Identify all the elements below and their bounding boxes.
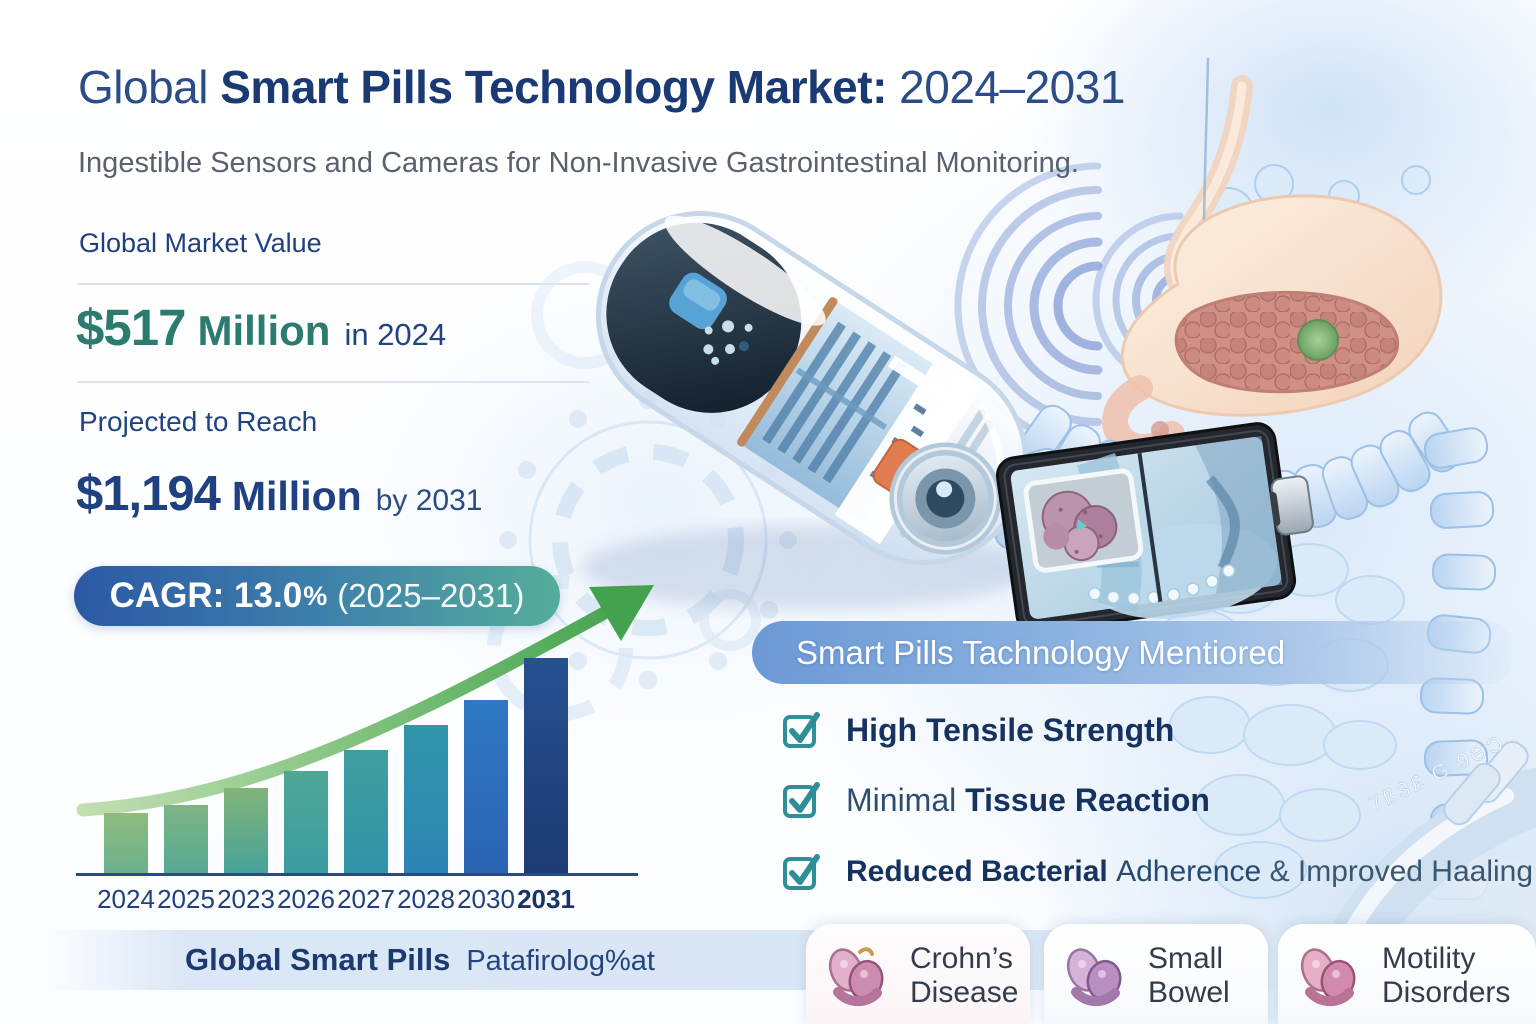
- cagr-value: CAGR: 13.0: [109, 576, 303, 615]
- page-title: Global Smart Pills Technology Market: 20…: [78, 60, 1125, 114]
- condition-card-label: Motility Disorders: [1382, 942, 1511, 1009]
- bar-2027: [344, 750, 388, 874]
- feature-text: & Improved Haaling: [1269, 855, 1534, 888]
- bar-2030: [464, 700, 508, 874]
- title-regular: Global: [78, 61, 221, 113]
- feature-item: Minimal Tissue Reaction: [780, 776, 1210, 824]
- title-bold: Smart Pills Technology Market:: [220, 61, 887, 113]
- divider: [77, 283, 589, 285]
- projection-period: by 2031: [375, 484, 483, 517]
- bar-chart: [76, 640, 686, 876]
- cagr-badge: CAGR: 13.0 % (2025–2031): [74, 566, 560, 626]
- bar-2025: [164, 805, 208, 874]
- features-banner: Smart Pills Tachnology Mentiored: [752, 621, 1512, 684]
- year-label: 2027: [337, 884, 395, 914]
- condition-card-label: Small Bowel: [1148, 942, 1230, 1009]
- year-label: 2025: [157, 884, 215, 914]
- footer-strip-bold: Global Smart Pills: [185, 942, 451, 977]
- year-label: 2030: [457, 884, 515, 914]
- market-value-label: Global Market Value: [79, 228, 322, 258]
- condition-card-crohns-disease: Crohn’s Disease: [806, 924, 1030, 1024]
- checkbox-icon: [783, 712, 820, 748]
- cagr-range: (2025–2031): [337, 577, 525, 614]
- projection-2031: $1,194 Million by 2031: [76, 466, 482, 522]
- tablet-illustration: [995, 422, 1314, 634]
- projection-amount: $1,194: [76, 467, 221, 521]
- year-label: 2024: [97, 884, 155, 914]
- chart-baseline: [76, 873, 638, 876]
- cagr-percent-sign: %: [303, 580, 328, 611]
- market-value-amount: $517: [76, 299, 186, 356]
- market-value-period: in 2024: [344, 317, 447, 352]
- feature-text: Adherence: [1116, 855, 1270, 888]
- checkbox-icon: [783, 782, 820, 818]
- tablet-inset-photo: [1023, 468, 1144, 573]
- year-label: 2028: [397, 884, 455, 914]
- capsule-illustration: [595, 211, 1029, 565]
- intestine-icon: [1300, 948, 1356, 1007]
- bar-2031: [524, 658, 568, 874]
- footer-strip-regular: Patafirolog%at: [466, 945, 655, 977]
- market-value-2024: $517 Million in 2024: [76, 298, 446, 357]
- divider: [77, 381, 589, 383]
- footer-strip-text: Global Smart Pills Patafirolog%at: [90, 930, 750, 990]
- feature-text: Reduced Bacterial: [846, 855, 1117, 888]
- feature-item: Reduced Bacterial Adherence & Improved H…: [780, 848, 1533, 896]
- projection-label: Projected to Reach: [79, 406, 318, 437]
- condition-card-label: Crohn’s Disease: [910, 942, 1019, 1009]
- feature-item: High Tensile Strength: [780, 706, 1174, 754]
- projection-unit: Million: [231, 473, 362, 519]
- condition-card-small-bowel: Small Bowel: [1044, 924, 1268, 1024]
- year-label: 2031: [517, 884, 575, 914]
- bar-2026: [284, 771, 328, 874]
- bar-chart-year-labels: 2024 2025 2023 2026 2027 2028 2030 2031: [76, 884, 706, 915]
- year-label: 2023: [217, 884, 275, 914]
- page-subtitle: Ingestible Sensors and Cameras for Non-I…: [78, 147, 1079, 179]
- bar-chart-bars: [76, 641, 568, 874]
- growth-arrow-icon: [76, 585, 654, 817]
- feature-text: Tissue Reaction: [965, 781, 1210, 818]
- bar-2028: [404, 725, 448, 874]
- checkbox-icon: [783, 854, 820, 890]
- market-value-unit: Million: [197, 307, 331, 354]
- condition-card-motility-disorders: Motility Disorders: [1278, 924, 1536, 1024]
- bar-2023: [224, 788, 268, 874]
- feature-text: High Tensile Strength: [846, 711, 1175, 748]
- year-label: 2026: [277, 884, 335, 914]
- polyp-icon: [1297, 319, 1339, 361]
- feature-text: Minimal: [846, 781, 966, 818]
- intestine-icon: [828, 947, 884, 1007]
- title-years: 2024–2031: [886, 61, 1125, 113]
- capsule-lens-icon: [889, 442, 1002, 555]
- intestine-icon: [1066, 948, 1122, 1007]
- bar-2024: [104, 813, 148, 874]
